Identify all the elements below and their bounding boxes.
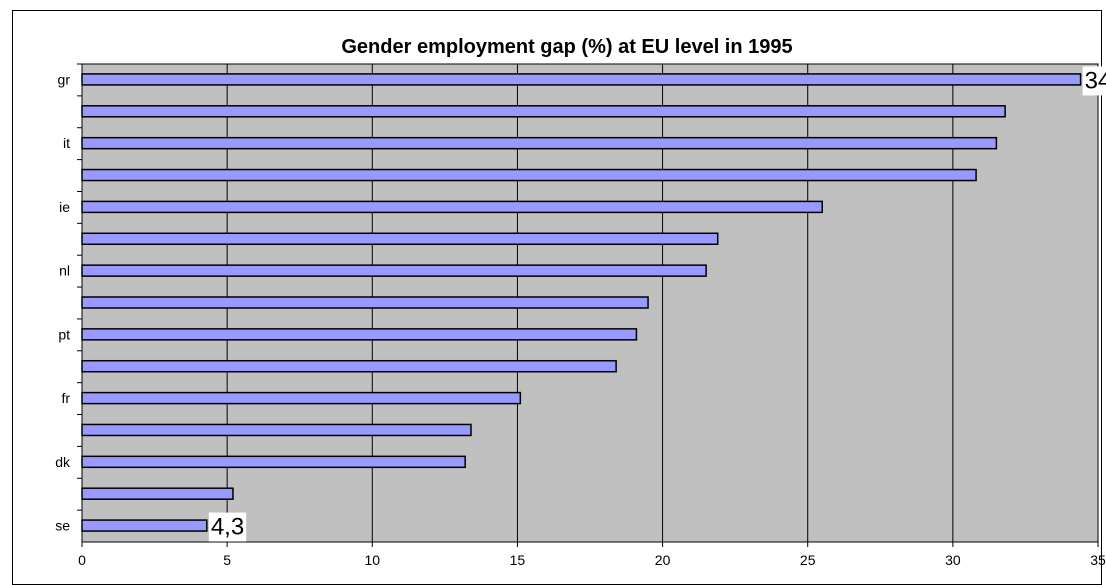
y-tick-label: nl bbox=[59, 263, 70, 279]
data-label-text: 4,3 bbox=[211, 514, 244, 541]
bar bbox=[81, 200, 823, 214]
y-tick-label: dk bbox=[55, 454, 71, 470]
data-label: 4,3 bbox=[208, 512, 247, 542]
chart-title: Gender employment gap (%) at EU level in… bbox=[341, 36, 792, 58]
y-tick-label: it bbox=[63, 135, 70, 151]
y-axis-labels: gr it ie nl pt fr dk se bbox=[55, 63, 82, 534]
bar bbox=[81, 232, 719, 246]
data-label-box bbox=[208, 512, 247, 542]
x-tick-label: 10 bbox=[364, 552, 380, 568]
bar bbox=[81, 359, 617, 373]
data-label: 34,4 bbox=[1082, 66, 1106, 96]
y-tick-label: ie bbox=[59, 199, 70, 215]
x-tick-label: 20 bbox=[655, 552, 671, 568]
x-tick-label: 25 bbox=[800, 552, 816, 568]
y-tick-label: fr bbox=[61, 390, 70, 406]
x-axis-labels: 0 5 10 15 20 25 30 35 bbox=[78, 542, 1106, 568]
bar bbox=[81, 328, 638, 341]
bar bbox=[81, 168, 977, 182]
x-tick-label: 30 bbox=[945, 552, 961, 568]
data-labels: 34,4 4,3 bbox=[208, 66, 1106, 542]
y-tick-label: pt bbox=[58, 326, 70, 342]
x-tick-label: 15 bbox=[510, 552, 526, 568]
bar bbox=[81, 136, 998, 150]
x-tick-label: 0 bbox=[78, 552, 86, 568]
x-tick-label: 35 bbox=[1090, 552, 1106, 568]
bar bbox=[81, 391, 522, 405]
data-label-text: 34,4 bbox=[1085, 67, 1106, 94]
bar bbox=[81, 264, 707, 277]
bar bbox=[81, 519, 208, 532]
data-label-box bbox=[1082, 66, 1106, 96]
bar bbox=[81, 423, 472, 437]
bar bbox=[81, 73, 1082, 86]
x-tick-label: 5 bbox=[223, 552, 231, 568]
y-tick-label: gr bbox=[58, 71, 71, 87]
bar bbox=[81, 455, 466, 469]
bar bbox=[81, 487, 234, 500]
bar bbox=[81, 296, 649, 309]
bar bbox=[81, 105, 1006, 118]
y-tick-label: se bbox=[55, 518, 70, 534]
bars bbox=[81, 73, 1082, 532]
